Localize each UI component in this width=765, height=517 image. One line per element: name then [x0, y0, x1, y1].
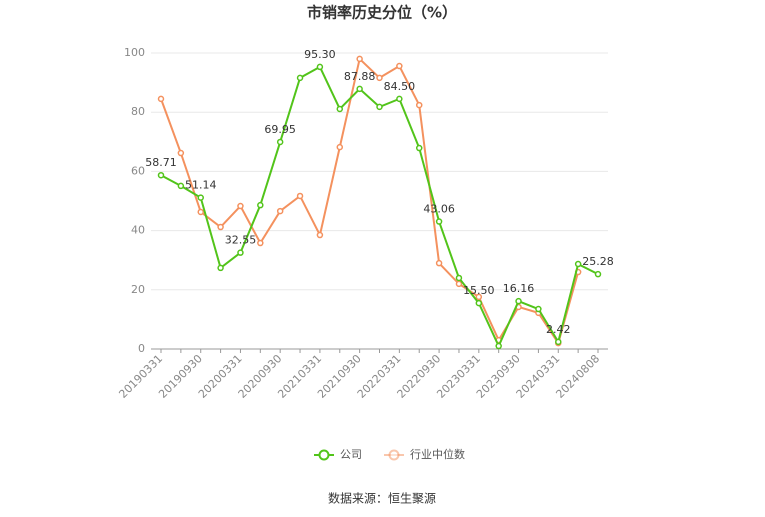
- point: [415, 101, 423, 109]
- point: [197, 208, 204, 216]
- data-label: 95.30: [304, 48, 336, 61]
- point: [376, 103, 383, 111]
- data-label: 69.95: [264, 123, 296, 136]
- y-tick-label: 100: [124, 46, 145, 59]
- source-note: 数据来源：恒生聚源: [328, 491, 436, 506]
- point: [475, 299, 483, 307]
- legend-item: 行业中位数: [384, 447, 465, 461]
- data-label: 84.50: [384, 80, 416, 93]
- point: [336, 105, 344, 113]
- data-label: 2.42: [546, 323, 571, 336]
- point: [594, 270, 602, 278]
- point: [336, 143, 344, 151]
- point: [435, 218, 443, 225]
- point: [257, 239, 264, 247]
- point: [435, 259, 443, 267]
- data-label: 58.71: [145, 156, 177, 169]
- point: [177, 149, 185, 157]
- point: [515, 297, 522, 305]
- point: [157, 95, 165, 103]
- point: [257, 201, 264, 209]
- point: [237, 249, 244, 256]
- data-label: 15.50: [463, 284, 495, 297]
- point: [396, 95, 403, 103]
- data-label: 51.14: [185, 179, 217, 192]
- point: [396, 62, 403, 70]
- y-tick-label: 40: [131, 224, 145, 237]
- data-label: 25.28: [582, 255, 614, 268]
- y-tick-label: 60: [131, 164, 145, 177]
- legend-label: 行业中位数: [410, 447, 465, 461]
- point: [276, 207, 284, 215]
- chart-title: 市销率历史分位（%）: [307, 4, 457, 22]
- point: [475, 293, 483, 301]
- point: [455, 280, 463, 288]
- point: [276, 138, 284, 146]
- y-tick-label: 80: [131, 105, 145, 118]
- point: [237, 202, 244, 210]
- legend-label: 公司: [340, 448, 362, 461]
- point: [177, 182, 185, 190]
- point: [217, 223, 224, 231]
- y-tick-label: 20: [131, 283, 145, 296]
- point: [296, 74, 304, 82]
- point: [555, 338, 562, 346]
- point: [356, 85, 363, 93]
- point: [296, 192, 304, 200]
- legend-item: 公司: [314, 448, 362, 461]
- point: [415, 144, 423, 152]
- legend-marker: [318, 449, 330, 461]
- point: [316, 63, 324, 71]
- data-label: 16.16: [503, 282, 535, 295]
- point: [316, 231, 324, 239]
- point: [495, 342, 502, 350]
- data-label: 87.88: [344, 70, 376, 83]
- point: [376, 74, 383, 82]
- data-label: 43.06: [423, 203, 455, 216]
- point: [455, 274, 463, 282]
- y-tick-label: 0: [138, 342, 145, 355]
- point: [535, 305, 542, 313]
- point: [197, 194, 204, 201]
- point: [574, 260, 582, 268]
- data-label: 32.55: [225, 234, 257, 247]
- point: [217, 264, 224, 272]
- point: [356, 55, 363, 63]
- legend-marker: [388, 449, 400, 461]
- x-tick-label: 20240808: [553, 352, 602, 401]
- point: [157, 171, 165, 179]
